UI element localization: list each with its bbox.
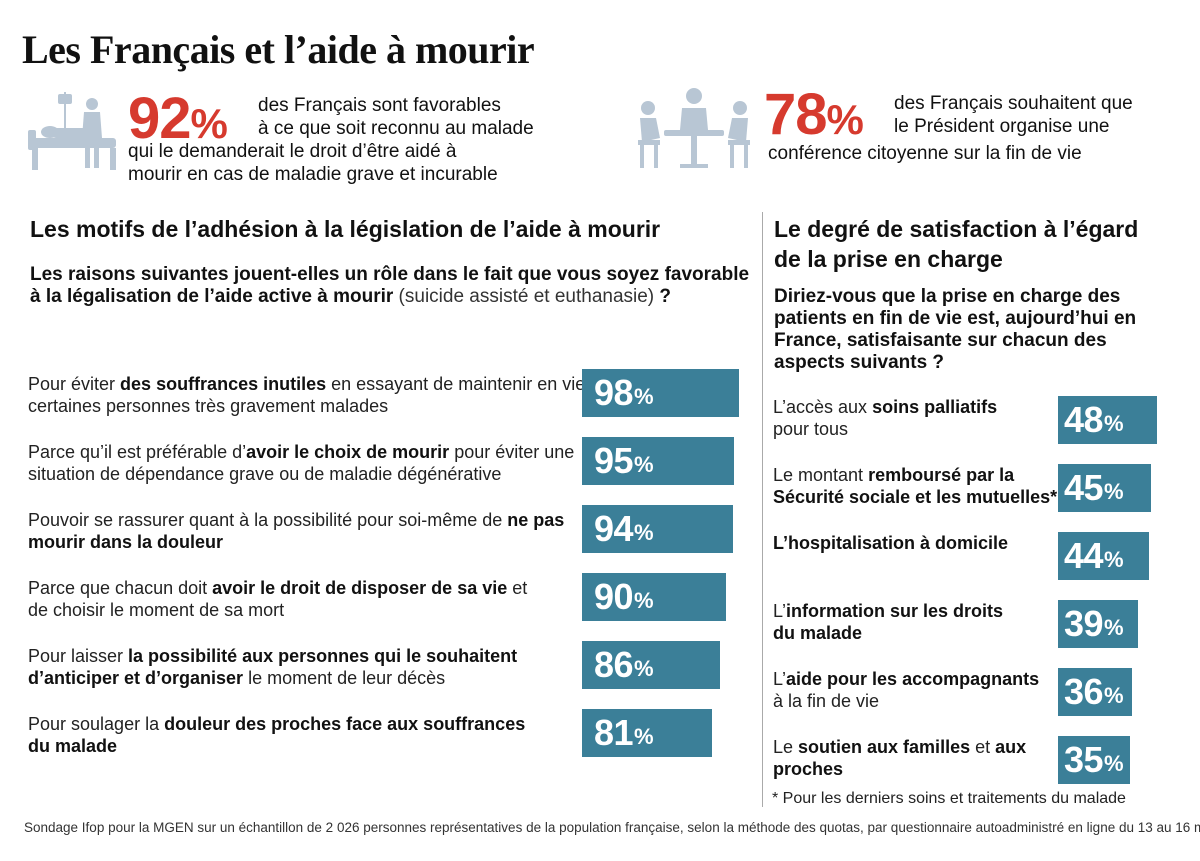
meeting-people-icon <box>634 86 754 177</box>
bar: 36% <box>1058 668 1132 716</box>
stat-92-text-cont: qui le demanderait le droit d’être aidé … <box>128 141 498 185</box>
stat-92-text: des Français sont favorables à ce que so… <box>258 95 534 139</box>
bar-label: Parce qu’il est préférable d’avoir le ch… <box>28 442 575 484</box>
bar-value-label: 36 <box>1064 671 1104 712</box>
bar-unit-label: % <box>634 724 654 749</box>
bar: 81% <box>582 709 712 757</box>
bar-unit-label: % <box>634 588 654 613</box>
bar-unit-label: % <box>1104 411 1124 436</box>
bar-unit-label: % <box>1104 479 1124 504</box>
bar: 39% <box>1058 600 1138 648</box>
bar-value-label: 90 <box>594 576 634 617</box>
bar: 90% <box>582 573 726 621</box>
right-section-heading: Le degré de satisfaction à l’égard de la… <box>774 216 1139 272</box>
bar-label: Pour éviter des souffrances inutiles en … <box>28 374 586 416</box>
bar-value-label: 48 <box>1064 399 1104 440</box>
bar-label: L’aide pour les accompagnants à la fin de… <box>773 669 1040 711</box>
bar-value-label: 86 <box>594 644 634 685</box>
bar-value-label: 98 <box>594 372 634 413</box>
bar-label: Pour soulager la douleur des proches fac… <box>28 714 526 756</box>
bar: 94% <box>582 505 733 553</box>
bar: 35% <box>1058 736 1130 784</box>
bar-value-label: 81 <box>594 712 634 753</box>
left-section-heading: Les motifs de l’adhésion à la législatio… <box>30 216 661 242</box>
bar: 44% <box>1058 532 1149 580</box>
bar-unit-label: % <box>634 656 654 681</box>
bar-value-label: 45 <box>1064 467 1104 508</box>
hospital-patient-icon <box>24 90 124 181</box>
bar-value-label: 35 <box>1064 739 1104 780</box>
bar: 98% <box>582 369 739 417</box>
stat-92-percent: 92% <box>128 86 228 151</box>
bar-label: Pouvoir se rassurer quant à la possibili… <box>28 510 565 552</box>
bar-value-label: 44 <box>1064 535 1104 576</box>
bar-unit-label: % <box>1104 547 1124 572</box>
bar: 45% <box>1058 464 1151 512</box>
bar-unit-label: % <box>1104 751 1124 776</box>
bar-value-label: 39 <box>1064 603 1104 644</box>
bar-label: Parce que chacun doit avoir le droit de … <box>28 578 528 620</box>
section-divider <box>762 212 763 807</box>
bar-unit-label: % <box>634 520 654 545</box>
bar-unit-label: % <box>634 384 654 409</box>
stat-78-text-cont: conférence citoyenne sur la fin de vie <box>768 143 1082 164</box>
source-note: Sondage Ifop pour la MGEN sur un échanti… <box>24 820 1200 835</box>
stat-78-text: des Français souhaitent que le Président… <box>894 93 1133 137</box>
bar-label: L’information sur les droits du malade <box>773 601 1004 643</box>
bar-label: L’accès aux soins palliatifs pour tous <box>773 397 998 439</box>
page-title: Les Français et l’aide à mourir <box>22 27 535 72</box>
bar-unit-label: % <box>1104 615 1124 640</box>
bar-unit-label: % <box>634 452 654 477</box>
bar-label: L’hospitalisation à domicile <box>773 533 1009 553</box>
bar-unit-label: % <box>1104 683 1124 708</box>
bar-label: Pour laisser la possibilité aux personne… <box>28 646 518 688</box>
stat-78-percent: 78% <box>764 82 864 147</box>
left-section-question: Les raisons suivantes jouent-elles un rô… <box>30 264 750 307</box>
bar-value-label: 95 <box>594 440 634 481</box>
bar: 48% <box>1058 396 1157 444</box>
bar: 86% <box>582 641 720 689</box>
bar-label: Le montant remboursé par la Sécurité soci… <box>773 465 1058 507</box>
bar-label: Le soutien aux familles et aux proches <box>773 737 1027 779</box>
footnote: * Pour les derniers soins et traitements… <box>772 790 1126 807</box>
bar: 95% <box>582 437 734 485</box>
bar-value-label: 94 <box>594 508 634 549</box>
right-section-question: Diriez-vous que la prise en charge des p… <box>774 286 1137 373</box>
